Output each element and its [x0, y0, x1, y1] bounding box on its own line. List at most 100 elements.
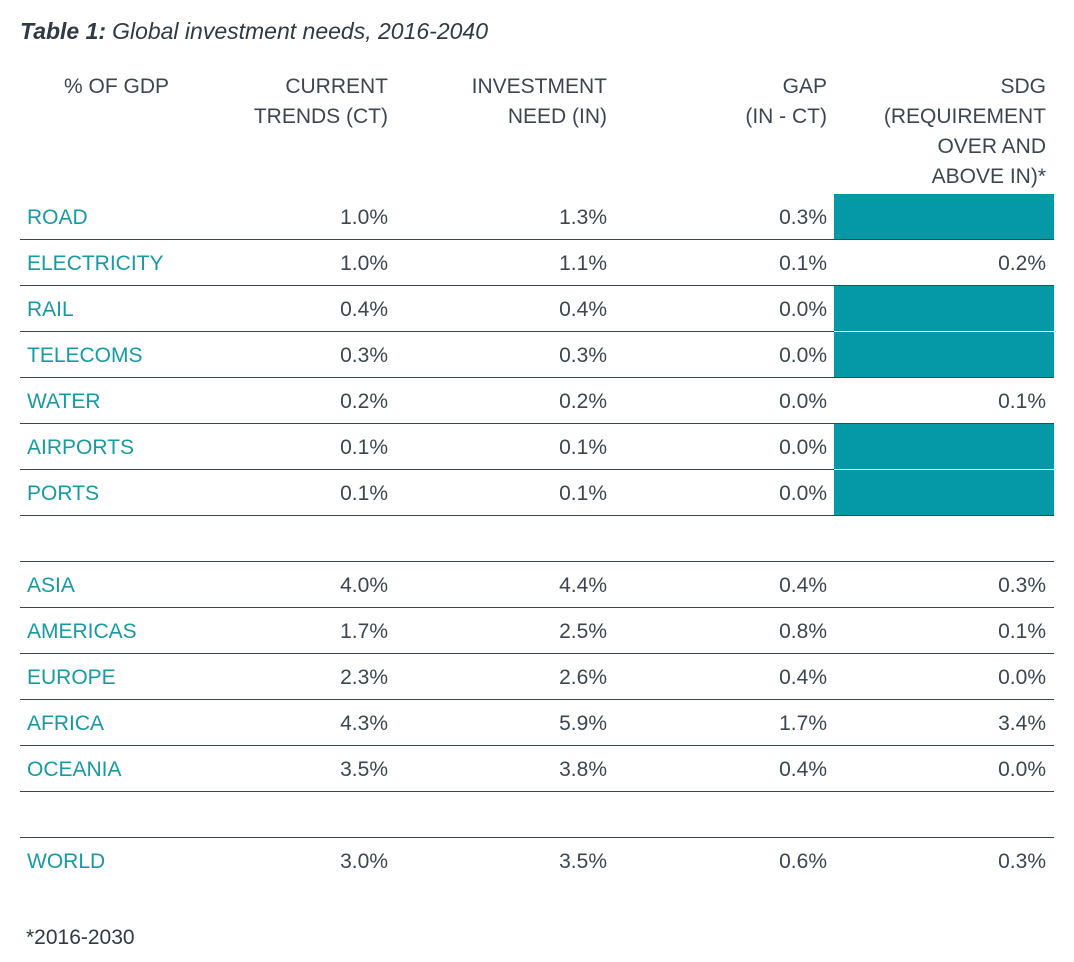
cell-sdg: 0.1% [998, 390, 1046, 413]
row-label: AMERICAS [27, 620, 137, 643]
cell-investment-need: 3.8% [559, 758, 607, 781]
row-divider [20, 745, 1054, 746]
cell-sdg-shaded [834, 332, 1054, 377]
row-divider [20, 607, 1054, 608]
cell-sdg: 3.4% [998, 712, 1046, 735]
cell-current-trends: 0.3% [340, 344, 388, 367]
table-row: WATER 0.2% 0.2% 0.0% 0.1% [20, 378, 1054, 424]
row-divider [20, 423, 1054, 424]
table-row: PORTS 0.1% 0.1% 0.0% [20, 470, 1054, 516]
header-gap-line: GAP [782, 75, 827, 98]
row-divider [20, 653, 1054, 654]
table-row: RAIL 0.4% 0.4% 0.0% [20, 286, 1054, 332]
cell-gap: 0.4% [779, 574, 827, 597]
cell-current-trends: 2.3% [340, 666, 388, 689]
cell-sdg: 0.3% [998, 850, 1046, 873]
header-sdg-line: SDG [1000, 75, 1046, 98]
cell-current-trends: 0.1% [340, 482, 388, 505]
header-gdp-line: % OF GDP [64, 75, 170, 98]
cell-sdg: 0.3% [998, 574, 1046, 597]
table-row: OCEANIA 3.5% 3.8% 0.4% 0.0% [20, 746, 1054, 792]
row-divider [20, 699, 1054, 700]
table-row: AIRPORTS 0.1% 0.1% 0.0% [20, 424, 1054, 470]
cell-investment-need: 0.1% [559, 436, 607, 459]
footnote: *2016-2030 [26, 926, 135, 949]
table-row: ELECTRICITY 1.0% 1.1% 0.1% 0.2% [20, 240, 1054, 286]
cell-investment-need: 0.1% [559, 482, 607, 505]
cell-current-trends: 0.2% [340, 390, 388, 413]
table-row: AMERICAS 1.7% 2.5% 0.8% 0.1% [20, 608, 1054, 654]
header-gdp: % OF GDP [64, 72, 169, 102]
table-row: EUROPE 2.3% 2.6% 0.4% 0.0% [20, 654, 1054, 700]
cell-investment-need: 4.4% [559, 574, 607, 597]
cell-current-trends: 4.3% [340, 712, 388, 735]
header-in-line: INVESTMENT [471, 75, 607, 98]
cell-gap: 0.8% [779, 620, 827, 643]
cell-investment-need: 0.4% [559, 298, 607, 321]
header-gap-line: (IN - CT) [745, 105, 827, 128]
cell-gap: 0.0% [779, 344, 827, 367]
row-divider [20, 285, 1054, 286]
cell-investment-need: 0.3% [559, 344, 607, 367]
table-caption-text: Global investment needs, 2016-2040 [112, 18, 488, 44]
row-label: PORTS [27, 482, 99, 505]
cell-gap: 0.4% [779, 666, 827, 689]
row-divider [20, 331, 834, 332]
cell-sdg: 0.0% [998, 666, 1046, 689]
cell-sdg-shaded [834, 194, 1054, 239]
table-caption-label: Table 1: [20, 18, 107, 44]
row-label: ROAD [27, 206, 88, 229]
table-row: AFRICA 4.3% 5.9% 1.7% 3.4% [20, 700, 1054, 746]
cell-current-trends: 0.4% [340, 298, 388, 321]
row-label: RAIL [27, 298, 74, 321]
cell-sdg-shaded [834, 424, 1054, 469]
cell-current-trends: 1.0% [340, 252, 388, 275]
cell-current-trends: 1.7% [340, 620, 388, 643]
cell-investment-need: 0.2% [559, 390, 607, 413]
cell-gap: 0.0% [779, 390, 827, 413]
cell-sdg: 0.2% [998, 252, 1046, 275]
header-current-trends: CURRENT TRENDS (CT) [254, 72, 388, 132]
row-divider [20, 561, 1054, 562]
header-sdg-line: OVER AND [937, 135, 1046, 158]
row-label: OCEANIA [27, 758, 122, 781]
row-label: ELECTRICITY [27, 252, 164, 275]
cell-gap: 0.3% [779, 206, 827, 229]
header-in-line: NEED (IN) [507, 105, 607, 128]
row-label: TELECOMS [27, 344, 143, 367]
cell-gap: 0.1% [779, 252, 827, 275]
table-row: ROAD 1.0% 1.3% 0.3% [20, 194, 1054, 240]
table-row: ASIA 4.0% 4.4% 0.4% 0.3% [20, 562, 1054, 608]
cell-investment-need: 1.3% [559, 206, 607, 229]
table-caption: Table 1: Global investment needs, 2016-20… [20, 18, 488, 45]
header-investment-need: INVESTMENT NEED (IN) [472, 72, 607, 132]
cell-gap: 0.6% [779, 850, 827, 873]
cell-gap: 0.4% [779, 758, 827, 781]
header-ct-line: TRENDS (CT) [253, 105, 388, 128]
cell-gap: 0.0% [779, 482, 827, 505]
cell-current-trends: 4.0% [340, 574, 388, 597]
cell-gap: 1.7% [779, 712, 827, 735]
row-label: EUROPE [27, 666, 116, 689]
cell-current-trends: 3.0% [340, 850, 388, 873]
cell-investment-need: 1.1% [559, 252, 607, 275]
cell-investment-need: 2.5% [559, 620, 607, 643]
cell-current-trends: 1.0% [340, 206, 388, 229]
cell-sdg-shaded [834, 286, 1054, 331]
cell-current-trends: 0.1% [340, 436, 388, 459]
row-label: WORLD [27, 850, 106, 873]
row-label: WATER [27, 390, 101, 413]
row-divider [20, 837, 1054, 838]
cell-investment-need: 2.6% [559, 666, 607, 689]
row-label: AIRPORTS [27, 436, 134, 459]
cell-investment-need: 5.9% [559, 712, 607, 735]
cell-sdg: 0.1% [998, 620, 1046, 643]
table-row: WORLD 3.0% 3.5% 0.6% 0.3% [20, 838, 1054, 884]
cell-current-trends: 3.5% [340, 758, 388, 781]
cell-gap: 0.0% [779, 436, 827, 459]
cell-investment-need: 3.5% [559, 850, 607, 873]
header-sdg: SDG (REQUIREMENT OVER AND ABOVE IN)* [884, 72, 1046, 192]
table-row: TELECOMS 0.3% 0.3% 0.0% [20, 332, 1054, 378]
row-divider [20, 791, 1054, 792]
row-label: ASIA [27, 574, 75, 597]
